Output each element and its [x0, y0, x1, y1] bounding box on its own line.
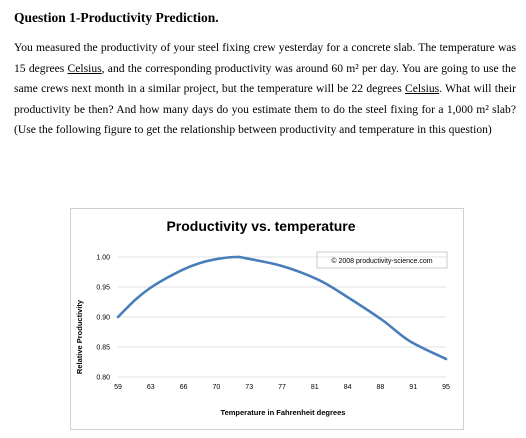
underlined-term: Celsius	[405, 82, 440, 95]
y-tick-label: 0.85	[96, 345, 110, 352]
y-tick-label: 0.95	[96, 285, 110, 292]
y-tick-label: 1.00	[96, 255, 110, 262]
y-axis-label: Relative Productivity	[75, 299, 84, 374]
paragraph-text: , and the corresponding productivity was…	[14, 61, 516, 96]
x-tick-label: 88	[377, 384, 385, 391]
productivity-curve	[116, 255, 448, 361]
x-tick-label: 66	[180, 384, 188, 391]
copyright-box	[316, 251, 448, 269]
question-title: Question 1-Productivity Prediction.	[14, 10, 219, 25]
y-tick-label: 0.90	[96, 315, 110, 322]
x-tick-label: 84	[344, 384, 352, 391]
x-tick-label: 63	[147, 384, 155, 391]
x-tick-label: 73	[245, 384, 253, 391]
x-tick-label: 70	[213, 384, 221, 391]
x-tick-label: 77	[278, 384, 286, 391]
copyright-note: © 2008 productivity-science.com	[331, 257, 432, 265]
paragraph-text: . What will their productivity be then? …	[14, 82, 516, 136]
x-tick-label: 95	[442, 384, 450, 391]
x-axis-label: Temperature in Fahrenheit degrees	[221, 408, 346, 417]
x-tick-label: 59	[114, 384, 122, 391]
productivity-chart: Productivity vs. temperature Relative Pr…	[75, 218, 450, 417]
x-tick-label: 91	[409, 384, 417, 391]
y-tick-label: 0.80	[96, 375, 110, 382]
x-tick-label: 81	[311, 384, 319, 391]
question-paragraph: You measured the productivity of your st…	[14, 38, 516, 141]
chart-frame: Productivity vs. temperature Relative Pr…	[70, 208, 464, 430]
underlined-term: Celsius	[67, 61, 102, 75]
chart-title: Productivity vs. temperature	[166, 218, 355, 234]
paragraph-text: You measured the productivity of your st…	[14, 41, 516, 75]
